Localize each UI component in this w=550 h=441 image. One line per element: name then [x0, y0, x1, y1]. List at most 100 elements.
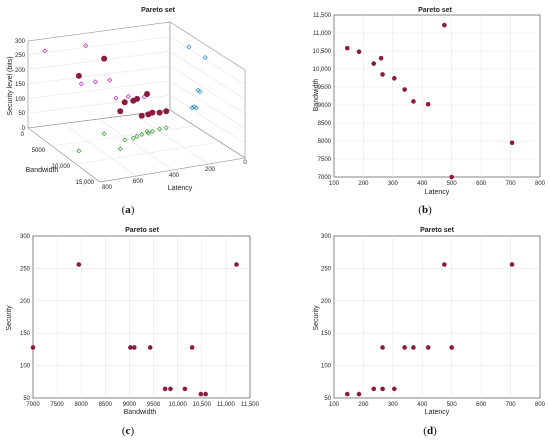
y-tick-label: 11,500 [313, 13, 332, 19]
x-tick-label: 800 [535, 181, 546, 187]
x-tick-label: 11,500 [241, 402, 260, 408]
data-point-3d [117, 108, 124, 115]
data-point [76, 262, 82, 267]
projection-marker [92, 79, 98, 85]
latency-tick-label: 400 [169, 173, 180, 179]
projection-marker [197, 89, 203, 95]
data-point [344, 45, 350, 51]
data-point [411, 99, 416, 104]
y-axis-label: Security [313, 305, 320, 331]
data-point [425, 101, 431, 107]
projection-marker [130, 135, 136, 141]
data-point [402, 345, 407, 350]
chart-title: Pareto set [125, 227, 160, 234]
x-tick-label: 700 [506, 402, 517, 408]
bandwidth-axis-label: Bandwidth [26, 167, 59, 174]
data-point [371, 61, 377, 66]
x-axis-label: Bandwidth [124, 409, 157, 416]
data-point-3d [121, 99, 128, 106]
x-tick-label: 11,000 [217, 402, 236, 408]
bandwidth-tick-label: 15,000 [76, 180, 95, 186]
y-tick-label: 300 [321, 234, 332, 240]
x-tick-label: 500 [447, 402, 458, 408]
data-point-3d [75, 72, 82, 79]
y-tick-label: 200 [321, 299, 332, 305]
chart-panel-b: Pareto set Bandwidth Latency (b) 100 200 3… [313, 7, 546, 216]
data-point [378, 55, 384, 61]
z-axis-label: Security level (bits) [7, 56, 14, 115]
y-axis-label: Security [6, 305, 13, 331]
panel-caption: (d) [423, 425, 437, 437]
x-axis-label: Latency [425, 409, 450, 416]
projection-marker [157, 126, 163, 132]
x-tick-label: 400 [417, 402, 428, 408]
data-point [380, 386, 385, 392]
x-tick-label: 7000 [26, 402, 40, 408]
gridline-floor [98, 118, 173, 171]
gridline-wall [27, 65, 246, 115]
data-point [356, 49, 362, 55]
y-tick-label: 150 [20, 331, 31, 337]
grid-3d [27, 36, 246, 177]
data-point [162, 386, 168, 392]
x-tick-label: 400 [417, 181, 428, 187]
chart-panel-a: Pareto set 0 50 100 150 200 250 300 Secu… [7, 7, 247, 216]
data-point [449, 345, 455, 350]
x-tick-label: 500 [447, 181, 458, 187]
gridline-wall [27, 36, 246, 85]
data-point [425, 345, 431, 350]
data-point [344, 391, 350, 397]
data-point-3d [138, 112, 145, 119]
plot-area [333, 14, 541, 178]
data-point [356, 391, 362, 397]
data-point [380, 345, 385, 350]
z-tick-label: 200 [15, 68, 26, 74]
chart-title: Pareto set [418, 7, 453, 14]
panel-caption: (b) [418, 204, 432, 216]
x-axis-label: Latency [425, 189, 450, 196]
z-tick-label: 50 [18, 111, 25, 117]
plot-area [333, 235, 541, 399]
projection-marker [125, 94, 131, 100]
bandwidth-tick-labels: 0 5000 10,000 15,000 [21, 132, 95, 186]
x-tick-label: 300 [388, 181, 399, 187]
z-tick-label: 0 [22, 126, 26, 132]
panel-caption-letter: b [422, 204, 428, 216]
gridline-floor [51, 125, 196, 147]
projection-marker [186, 44, 192, 50]
projection-marker [76, 148, 82, 154]
chart-panel-c: Pareto set Security Bandwidth (c) 7000 75… [6, 227, 260, 437]
data-point [30, 345, 36, 350]
data-point [402, 87, 407, 92]
projection-marker [101, 131, 107, 137]
data-point-3d [156, 109, 163, 116]
data-point [442, 22, 447, 28]
projection-marker [149, 128, 155, 134]
latency-tick-labels: 0 200 400 600 800 [102, 160, 247, 191]
data-point-3d [145, 111, 152, 118]
data-point [392, 76, 397, 81]
panel-caption-letter: a [125, 204, 131, 216]
data-point [182, 386, 188, 392]
y-tick-label: 10,500 [313, 49, 332, 55]
y-tick-label: 9000 [318, 103, 332, 109]
x-tick-label: 800 [535, 402, 546, 408]
bandwidth-tick-label: 5000 [32, 148, 46, 154]
projection-marker [107, 77, 113, 83]
projection-marker [202, 54, 208, 60]
bandwidth-tick-label: 10,000 [52, 164, 71, 170]
x-tick-label: 9000 [123, 402, 137, 408]
projection-marker [145, 130, 151, 136]
panel-caption-letter: c [126, 425, 131, 437]
data-point [147, 345, 153, 350]
gridline-floor [63, 123, 137, 177]
chart-title: Pareto set [420, 227, 455, 234]
y-tick-label: 8500 [318, 121, 332, 127]
x-tick-label: 7500 [50, 402, 64, 408]
y-tick-label: 300 [20, 234, 31, 240]
data-point [449, 174, 455, 180]
plot-area [32, 235, 251, 399]
projection-marker [195, 87, 201, 93]
bandwidth-tick-label: 0 [21, 132, 25, 138]
